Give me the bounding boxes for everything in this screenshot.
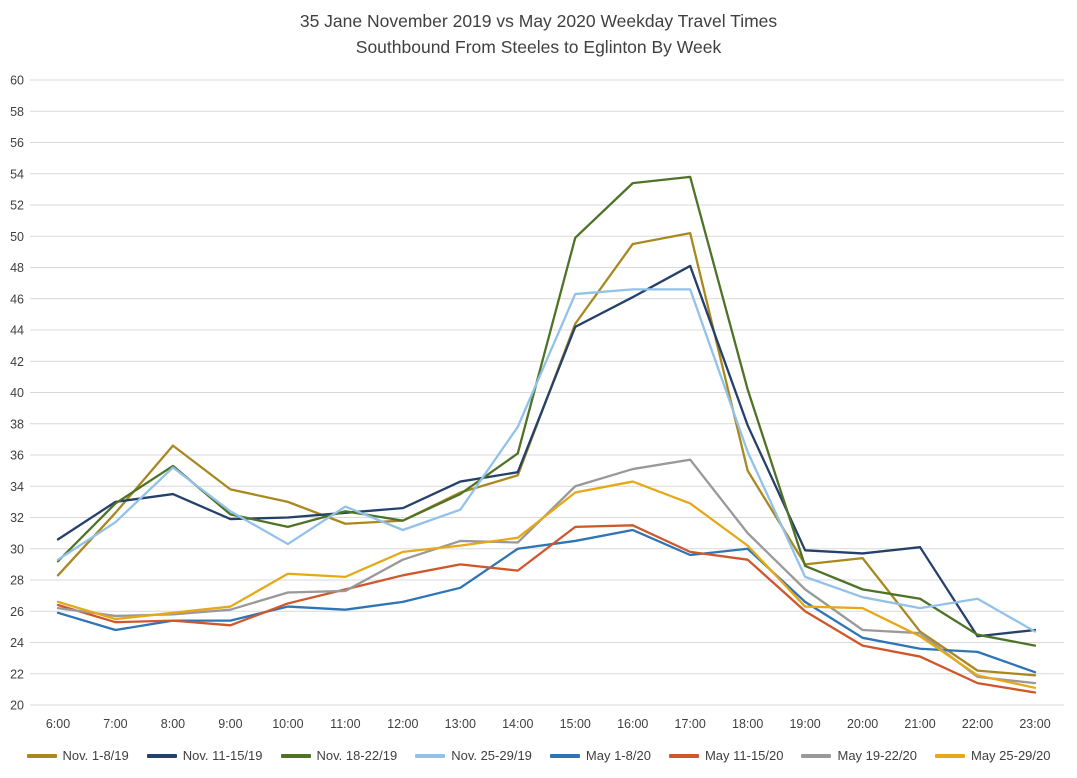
x-tick-label: 23:00 (1019, 717, 1050, 731)
y-tick-label: 20 (10, 699, 24, 713)
legend-item: Nov. 11-15/19 (146, 748, 263, 763)
legend-item: May 1-8/20 (549, 748, 651, 763)
x-tick-label: 6:00 (46, 717, 70, 731)
y-tick-label: 58 (10, 105, 24, 119)
y-tick-label: 56 (10, 136, 24, 150)
y-tick-label: 40 (10, 386, 24, 400)
x-tick-label: 10:00 (272, 717, 303, 731)
y-tick-label: 24 (10, 636, 24, 650)
x-tick-label: 12:00 (387, 717, 418, 731)
y-tick-label: 22 (10, 667, 24, 681)
series-line-nov-18-22-19 (56, 175, 1037, 647)
y-tick-label: 42 (10, 355, 24, 369)
legend-label: May 25-29/20 (970, 748, 1051, 763)
chart-title: 35 Jane November 2019 vs May 2020 Weekda… (0, 8, 1077, 60)
legend-item: May 19-22/20 (801, 748, 917, 763)
legend-line-swatch (934, 753, 965, 758)
x-tick-label: 13:00 (445, 717, 476, 731)
legend-item: Nov. 1-8/19 (26, 748, 129, 763)
legend-item: Nov. 18-22/19 (280, 748, 398, 763)
y-tick-label: 36 (10, 449, 24, 463)
legend-label: May 19-22/20 (837, 748, 917, 763)
y-tick-label: 52 (10, 199, 24, 213)
x-tick-label: 20:00 (847, 717, 878, 731)
legend-item: Nov. 25-29/19 (415, 748, 532, 763)
series-line-nov-11-15-19 (56, 264, 1037, 638)
legend-line-swatch (26, 753, 57, 758)
y-tick-label: 50 (10, 230, 24, 244)
y-tick-label: 46 (10, 292, 24, 306)
series-line-may-25-29-20 (56, 480, 1037, 689)
y-tick-label: 44 (10, 324, 24, 338)
legend-label: May 1-8/20 (585, 748, 651, 763)
legend-line-swatch (801, 753, 832, 758)
legend-item: May 11-15/20 (668, 748, 784, 763)
y-tick-label: 28 (10, 574, 24, 588)
y-tick-label: 60 (10, 74, 24, 88)
x-tick-label: 18:00 (732, 717, 763, 731)
x-tick-label: 7:00 (103, 717, 127, 731)
legend-line-swatch (280, 753, 311, 758)
y-tick-label: 38 (10, 417, 24, 431)
legend-label: Nov. 1-8/19 (62, 748, 129, 763)
y-tick-label: 54 (10, 167, 24, 181)
x-tick-label: 22:00 (962, 717, 993, 731)
chart-title-line2: Southbound From Steeles to Eglinton By W… (355, 37, 722, 57)
chart-legend: Nov. 1-8/19 Nov. 11-15/19 Nov. 18-22/19 Nov… (0, 748, 1077, 763)
x-tick-label: 21:00 (904, 717, 935, 731)
legend-line-swatch (415, 753, 446, 758)
x-tick-label: 15:00 (560, 717, 591, 731)
y-tick-label: 48 (10, 261, 24, 275)
legend-item: May 25-29/20 (934, 748, 1051, 763)
y-tick-label: 30 (10, 542, 24, 556)
line-chart-plot: 20 22 24 26 28 30 32 34 36 38 40 42 44 46 48 50 52 54 56 58… (10, 74, 1064, 731)
x-tick-label: 16:00 (617, 717, 648, 731)
legend-line-swatch (549, 753, 580, 758)
x-tick-label: 17:00 (675, 717, 706, 731)
series-line-may-1-8-20 (56, 528, 1037, 674)
series-line-nov-25-29-19 (56, 288, 1037, 633)
x-tick-label: 8:00 (161, 717, 185, 731)
legend-line-swatch (146, 753, 177, 758)
legend-label: Nov. 18-22/19 (316, 748, 398, 763)
y-tick-label: 32 (10, 511, 24, 525)
x-tick-label: 9:00 (218, 717, 242, 731)
legend-label: May 11-15/20 (704, 748, 784, 763)
legend-label: Nov. 25-29/19 (451, 748, 532, 763)
x-tick-label: 14:00 (502, 717, 533, 731)
legend-label: Nov. 11-15/19 (182, 748, 263, 763)
x-tick-label: 19:00 (789, 717, 820, 731)
series-line-may-11-15-20 (56, 524, 1037, 694)
y-tick-label: 26 (10, 605, 24, 619)
y-tick-label: 34 (10, 480, 24, 494)
x-tick-label: 11:00 (330, 717, 360, 731)
chart-title-line1: 35 Jane November 2019 vs May 2020 Weekda… (299, 11, 778, 31)
legend-line-swatch (668, 753, 699, 758)
